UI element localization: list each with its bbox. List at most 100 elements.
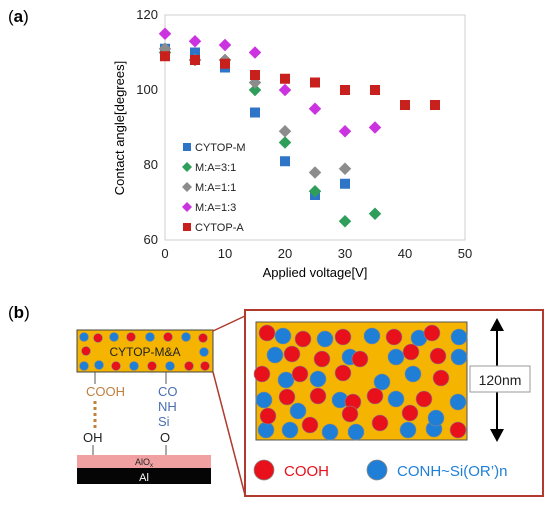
data-points (158, 27, 440, 228)
legend-entry-label: M:A=1:3 (195, 202, 236, 214)
data-point (220, 58, 230, 69)
conh-dot (427, 409, 445, 427)
cooh-dot (198, 333, 208, 343)
contact-angle-chart: 60 80 100 120 0 10 20 30 40 50 Applied voltage[V… (112, 7, 472, 280)
nh-label: NH (158, 399, 177, 414)
data-point (370, 85, 380, 95)
cooh-dot (334, 364, 352, 382)
alox-layer (77, 455, 211, 468)
cooh-dot (184, 361, 194, 371)
x-tick-label: 50 (458, 246, 472, 261)
x-tick-label: 20 (278, 246, 292, 261)
cooh-dot (301, 416, 319, 434)
cooh-dot (147, 361, 157, 371)
data-point (308, 102, 322, 115)
data-point (248, 83, 262, 97)
conh-dot (387, 390, 405, 408)
al-layer (77, 468, 211, 484)
cooh-dot (278, 388, 296, 406)
conh-dot (94, 360, 104, 370)
oh-label: OH (83, 430, 103, 445)
cooh-dot (402, 343, 420, 361)
conh-dot (145, 332, 155, 342)
conh-dot (129, 361, 139, 371)
data-point (280, 73, 290, 84)
conh-dot (165, 361, 175, 371)
conh-dot (404, 365, 422, 383)
arrow-head-bottom (490, 429, 504, 442)
cooh-dot (429, 347, 447, 365)
legend-marker (183, 143, 191, 151)
cooh-dot (341, 405, 359, 423)
y-tick-label: 100 (136, 82, 158, 97)
legend-marker (182, 202, 192, 212)
data-point (218, 38, 232, 52)
zoom-dots (253, 324, 468, 441)
panel-a-label: (a) (8, 7, 29, 26)
data-point (250, 107, 260, 118)
cooh-dot (126, 332, 136, 342)
conh-dot (79, 361, 89, 371)
cooh-dot (371, 414, 389, 432)
data-point (248, 46, 262, 59)
zoom-line-bottom (212, 371, 246, 496)
data-point (278, 125, 292, 138)
data-point (338, 125, 352, 138)
cooh-dot (253, 365, 271, 383)
data-point (308, 166, 322, 179)
legend-entry-label: M:A=3:1 (195, 162, 236, 174)
cooh-dot (385, 328, 403, 346)
conh-dot (363, 327, 381, 345)
data-point (280, 156, 290, 167)
conh-dot (257, 421, 275, 439)
panel-b-label: (b) (8, 303, 30, 322)
cooh-dot (283, 345, 301, 363)
cooh-dot (415, 390, 433, 408)
cooh-dot (294, 330, 312, 348)
conh-dot (274, 327, 292, 345)
data-point (188, 35, 202, 48)
data-point (400, 100, 410, 110)
cooh-dot (423, 324, 441, 342)
si-label: Si (158, 414, 170, 429)
cooh-dot (111, 361, 121, 371)
film-label: CYTOP-M&A (109, 345, 180, 359)
y-axis-ticks: 60 80 100 120 (136, 7, 158, 247)
data-point (160, 51, 170, 62)
x-axis-ticks: 0 10 20 30 40 50 (161, 246, 472, 261)
legend-cooh-dot (253, 459, 275, 481)
conh-dot (450, 348, 468, 366)
x-tick-label: 10 (218, 246, 232, 261)
thickness-label: 120nm (479, 372, 522, 388)
legend-marker (182, 162, 192, 172)
cooh-dot (366, 387, 384, 405)
alox-label: AlOx (135, 457, 153, 469)
conh-dot (347, 423, 365, 441)
conh-dot (387, 348, 405, 366)
data-point (340, 178, 350, 189)
cooh-dot (93, 333, 103, 343)
data-point (368, 207, 382, 220)
cooh-dot (309, 387, 327, 405)
cooh-label: COOH (86, 384, 125, 399)
chart-legend: CYTOP-M M:A=3:1 M:A=1:1 M:A=1:3 CYTOP-A (182, 142, 246, 234)
cooh-dot (449, 421, 467, 439)
cooh-dot (401, 404, 419, 422)
conh-dot (289, 402, 307, 420)
zoom-line-top (212, 315, 246, 332)
conh-dot (79, 332, 89, 342)
conh-dot (373, 373, 391, 391)
o-label: O (160, 430, 170, 445)
data-point (338, 162, 352, 175)
conh-dot (450, 328, 468, 346)
cooh-dot (351, 350, 369, 368)
legend-conh-dot (366, 459, 388, 481)
plot-area (164, 14, 466, 241)
cooh-dot (432, 369, 450, 387)
thickness-label-box (469, 365, 531, 393)
legend-marker (182, 182, 192, 192)
cooh-dot (163, 332, 173, 342)
data-point (340, 85, 350, 95)
x-tick-label: 40 (398, 246, 412, 261)
